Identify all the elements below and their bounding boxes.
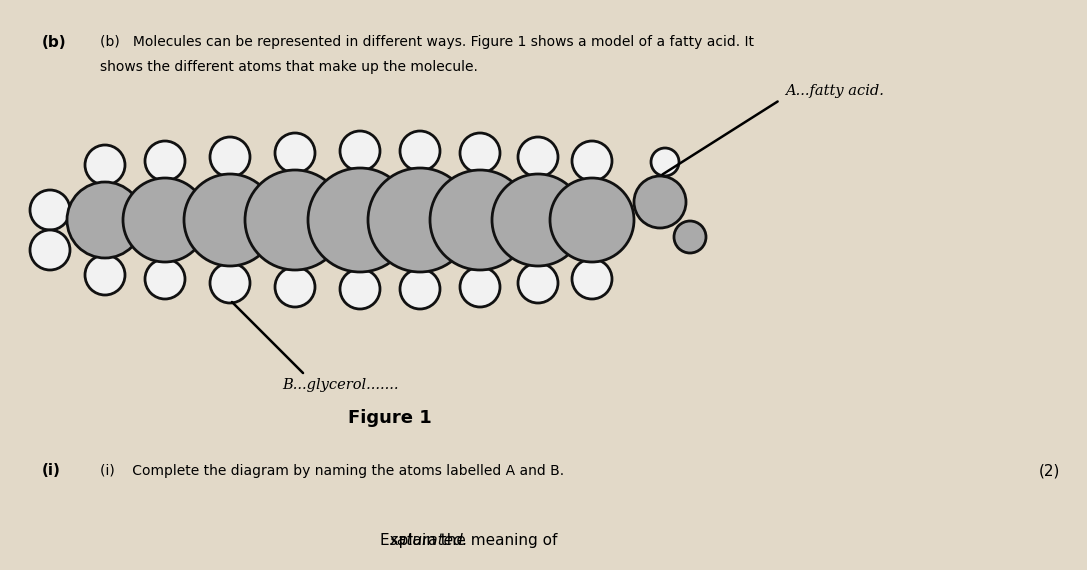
Circle shape (245, 170, 345, 270)
Circle shape (123, 178, 207, 262)
Circle shape (368, 168, 472, 272)
Circle shape (308, 168, 412, 272)
Circle shape (518, 263, 558, 303)
Circle shape (210, 137, 250, 177)
Circle shape (340, 269, 380, 309)
Text: Figure 1: Figure 1 (348, 409, 432, 427)
Circle shape (572, 141, 612, 181)
Circle shape (518, 137, 558, 177)
Circle shape (85, 255, 125, 295)
Text: (i): (i) (42, 463, 61, 478)
Circle shape (460, 133, 500, 173)
Circle shape (30, 230, 70, 270)
Circle shape (145, 141, 185, 181)
Circle shape (275, 267, 315, 307)
Circle shape (145, 259, 185, 299)
Circle shape (572, 259, 612, 299)
Circle shape (85, 145, 125, 185)
Text: Explain the meaning of: Explain the meaning of (380, 533, 562, 548)
Text: (i)    Complete the diagram by naming the atoms labelled A and B.: (i) Complete the diagram by naming the a… (100, 464, 564, 478)
Text: (b): (b) (42, 35, 66, 50)
Text: shows the different atoms that make up the molecule.: shows the different atoms that make up t… (100, 60, 478, 74)
Circle shape (674, 221, 705, 253)
Circle shape (651, 148, 679, 176)
Circle shape (400, 131, 440, 171)
Circle shape (400, 269, 440, 309)
Circle shape (210, 263, 250, 303)
Circle shape (430, 170, 530, 270)
Text: (2): (2) (1038, 463, 1060, 478)
Circle shape (634, 176, 686, 228)
Text: B...glycerol.......: B...glycerol....... (282, 378, 399, 392)
Text: A...fatty acid.: A...fatty acid. (785, 84, 884, 98)
Text: saturated.: saturated. (390, 533, 468, 548)
Circle shape (275, 133, 315, 173)
Circle shape (492, 174, 584, 266)
Circle shape (460, 267, 500, 307)
Circle shape (30, 190, 70, 230)
Text: (b)   Molecules can be represented in different ways. Figure 1 shows a model of : (b) Molecules can be represented in diff… (100, 35, 754, 49)
Circle shape (340, 131, 380, 171)
Circle shape (184, 174, 276, 266)
Circle shape (550, 178, 634, 262)
Circle shape (67, 182, 143, 258)
